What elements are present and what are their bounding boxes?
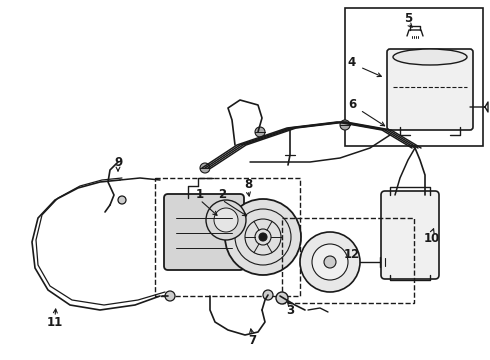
Circle shape	[312, 244, 348, 280]
Text: 7: 7	[248, 333, 256, 346]
Text: 3: 3	[286, 303, 294, 316]
Text: 9: 9	[114, 156, 122, 168]
Circle shape	[255, 127, 265, 137]
Circle shape	[324, 256, 336, 268]
Circle shape	[206, 200, 246, 240]
Text: 2: 2	[218, 189, 226, 202]
Circle shape	[340, 120, 350, 130]
Bar	[345, 8, 483, 146]
Circle shape	[300, 232, 360, 292]
Bar	[282, 218, 414, 303]
Text: 8: 8	[244, 179, 252, 192]
Circle shape	[263, 290, 273, 300]
FancyBboxPatch shape	[381, 191, 439, 279]
Text: 12: 12	[344, 248, 360, 261]
Text: 5: 5	[404, 12, 412, 24]
Circle shape	[276, 292, 288, 304]
Circle shape	[225, 199, 301, 275]
Text: 10: 10	[424, 231, 440, 244]
FancyBboxPatch shape	[387, 49, 473, 130]
Circle shape	[118, 196, 126, 204]
Text: 6: 6	[348, 99, 356, 112]
Circle shape	[200, 163, 210, 173]
Bar	[155, 178, 300, 296]
Ellipse shape	[393, 49, 467, 65]
Text: 4: 4	[348, 55, 356, 68]
Text: 11: 11	[47, 315, 63, 328]
Circle shape	[214, 208, 238, 232]
Text: 1: 1	[196, 189, 204, 202]
FancyBboxPatch shape	[164, 194, 244, 270]
Circle shape	[259, 233, 267, 241]
Circle shape	[165, 291, 175, 301]
